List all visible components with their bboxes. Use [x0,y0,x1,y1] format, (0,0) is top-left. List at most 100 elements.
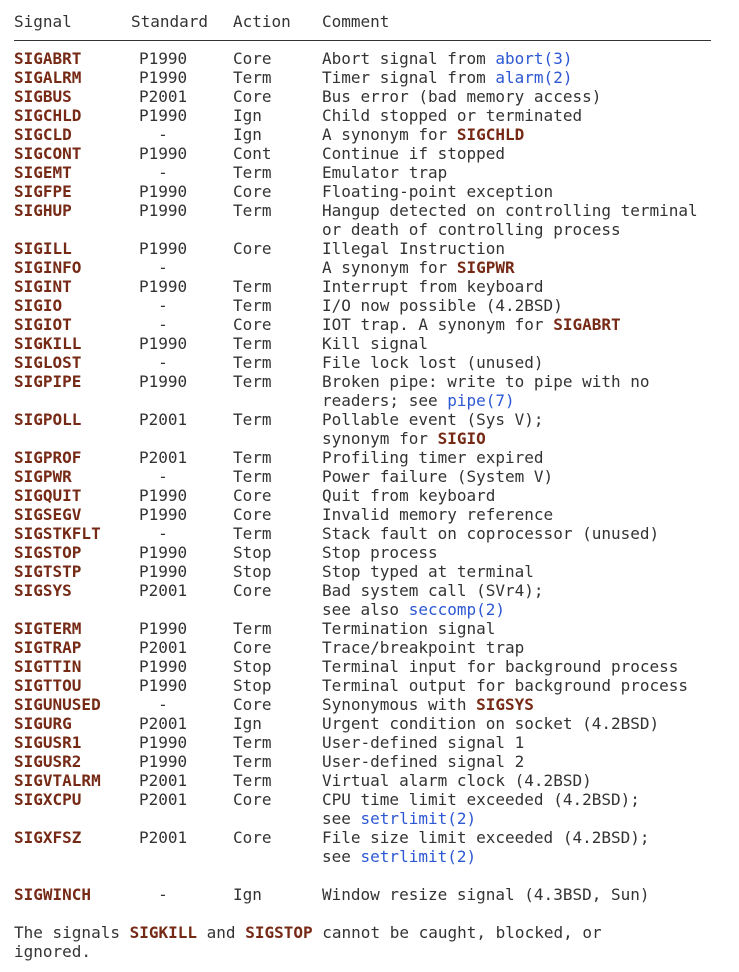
action-cell: Term [233,410,272,429]
comment-cell: Power failure (System V) [322,467,739,486]
footer-line: ignored. [14,942,739,961]
standard-cell: - [139,163,233,182]
signal-name: SIGBUS [14,87,72,106]
table-row: SIGTRAP P2001 Core Trace/breakpoint trap [14,638,739,657]
standard-cell: P1990 [139,505,233,524]
comment-text: Broken pipe: write to pipe with no [322,372,650,391]
signal-name: SIGTTIN [14,657,82,676]
standard-cell: P1990 [139,68,233,87]
action-cell: Term [233,467,272,486]
comment-line: A synonym for SIGCHLD [322,125,739,144]
action-cell: Core [233,486,272,505]
comment-text: Window resize signal (4.3BSD, Sun) [322,885,650,904]
standard-value: - [158,125,168,144]
action-cell: Ign [233,885,262,904]
comment-line: User-defined signal 2 [322,752,739,771]
action-cell: Core [233,695,272,714]
man-page-link[interactable]: alarm(2) [495,68,573,87]
comment-line: Child stopped or terminated [322,106,739,125]
comment-cell: Window resize signal (4.3BSD, Sun) [322,885,739,904]
standard-cell: - [139,125,233,144]
man-page-link[interactable]: seccomp(2) [408,600,506,619]
table-row: SIGIO - Term I/O now possible (4.2BSD) [14,296,739,315]
signal-name: SIGPROF [14,448,82,467]
table-row: SIGUNUSED - Core Synonymous with SIGSYS [14,695,739,714]
comment-text: Stack fault on coprocessor (unused) [322,524,660,543]
man-page-link[interactable]: setrlimit(2) [360,847,477,866]
comment-line: Bad system call (SVr4); [322,581,739,600]
comment-line: Illegal Instruction [322,239,739,258]
table-row: SIGURG P2001 Ign Urgent condition on socket… [14,714,739,733]
table-row: SIGLOST - Term File lock lost (unused) [14,353,739,372]
table-row: SIGXFSZ P2001 Core File size limit exceeded… [14,828,739,866]
standard-cell: P1990 [139,486,233,505]
table-row: SIGPIPE P1990 Term Broken pipe: write to pi… [14,372,739,410]
comment-text: Emulator trap [322,163,448,182]
header-rule [14,40,711,41]
action-cell: Term [233,771,272,790]
comment-text: Profiling timer expired [322,448,544,467]
action-cell: Core [233,49,272,68]
standard-value: P1990 [139,372,188,391]
comment-line: Stop typed at terminal [322,562,739,581]
standard-cell: P1990 [139,372,233,391]
signal-name: SIGIO [14,296,63,315]
signal-name: SIGQUIT [14,486,82,505]
comment-line: Window resize signal (4.3BSD, Sun) [322,885,739,904]
comment-text: File lock lost (unused) [322,353,544,372]
table-row: SIGALRM P1990 Term Timer signal from alarm(… [14,68,739,87]
signal-name: SIGSTKFLT [14,524,101,543]
signal-name: SIGPOLL [14,410,82,429]
standard-value: P1990 [139,239,188,258]
action-cell: Term [233,353,272,372]
standard-value: P1990 [139,676,188,695]
standard-value: - [158,258,168,277]
man-page-link[interactable]: abort(3) [495,49,573,68]
table-row: SIGSTKFLT - Term Stack fault on coprocessor… [14,524,739,543]
standard-value: P1990 [139,68,188,87]
signal-name: SIGTERM [14,619,82,638]
comment-text: Power failure (System V) [322,467,554,486]
signal-name: SIGXFSZ [14,828,82,847]
comment-text: The signals [14,923,130,942]
table-row: SIGEMT - Term Emulator trap [14,163,739,182]
comment-text: User-defined signal 2 [322,752,525,771]
signal-name: SIGCONT [14,144,82,163]
comment-cell: Broken pipe: write to pipe with no reader… [322,372,739,410]
action-cell: Core [233,828,272,847]
standard-cell: - [139,885,233,904]
signal-name: SIGUSR1 [14,733,82,752]
comment-text: Illegal Instruction [322,239,506,258]
comment-line: Virtual alarm clock (4.2BSD) [322,771,739,790]
action-cell: Term [233,68,272,87]
standard-cell: P1990 [139,201,233,220]
standard-cell: P1990 [139,657,233,676]
comment-text: Synonymous with [322,695,477,714]
action-cell: Term [233,752,272,771]
standard-cell: P1990 [139,543,233,562]
standard-cell: P1990 [139,277,233,296]
standard-cell: - [139,315,233,334]
comment-cell: IOT trap. A synonym for SIGABRT [322,315,739,334]
man-page-link[interactable]: setrlimit(2) [360,809,477,828]
action-cell: Core [233,638,272,657]
standard-cell: P2001 [139,638,233,657]
comment-text: see [322,847,361,866]
comment-cell: Stop typed at terminal [322,562,739,581]
standard-cell: P2001 [139,790,233,809]
comment-text: Stop process [322,543,438,562]
comment-cell: Kill signal [322,334,739,353]
comment-text: Floating-point exception [322,182,554,201]
man-page-link[interactable]: pipe(7) [447,391,515,410]
standard-cell: P2001 [139,714,233,733]
comment-cell: Trace/breakpoint trap [322,638,739,657]
standard-cell: P2001 [139,581,233,600]
comment-line: readers; see pipe(7) [322,391,739,410]
action-cell: Core [233,505,272,524]
signal-name: SIGURG [14,714,72,733]
action-cell: Term [233,372,272,391]
standard-value: P1990 [139,486,188,505]
action-cell: Term [233,201,272,220]
standard-cell: P2001 [139,87,233,106]
signal-name: SIGTRAP [14,638,82,657]
